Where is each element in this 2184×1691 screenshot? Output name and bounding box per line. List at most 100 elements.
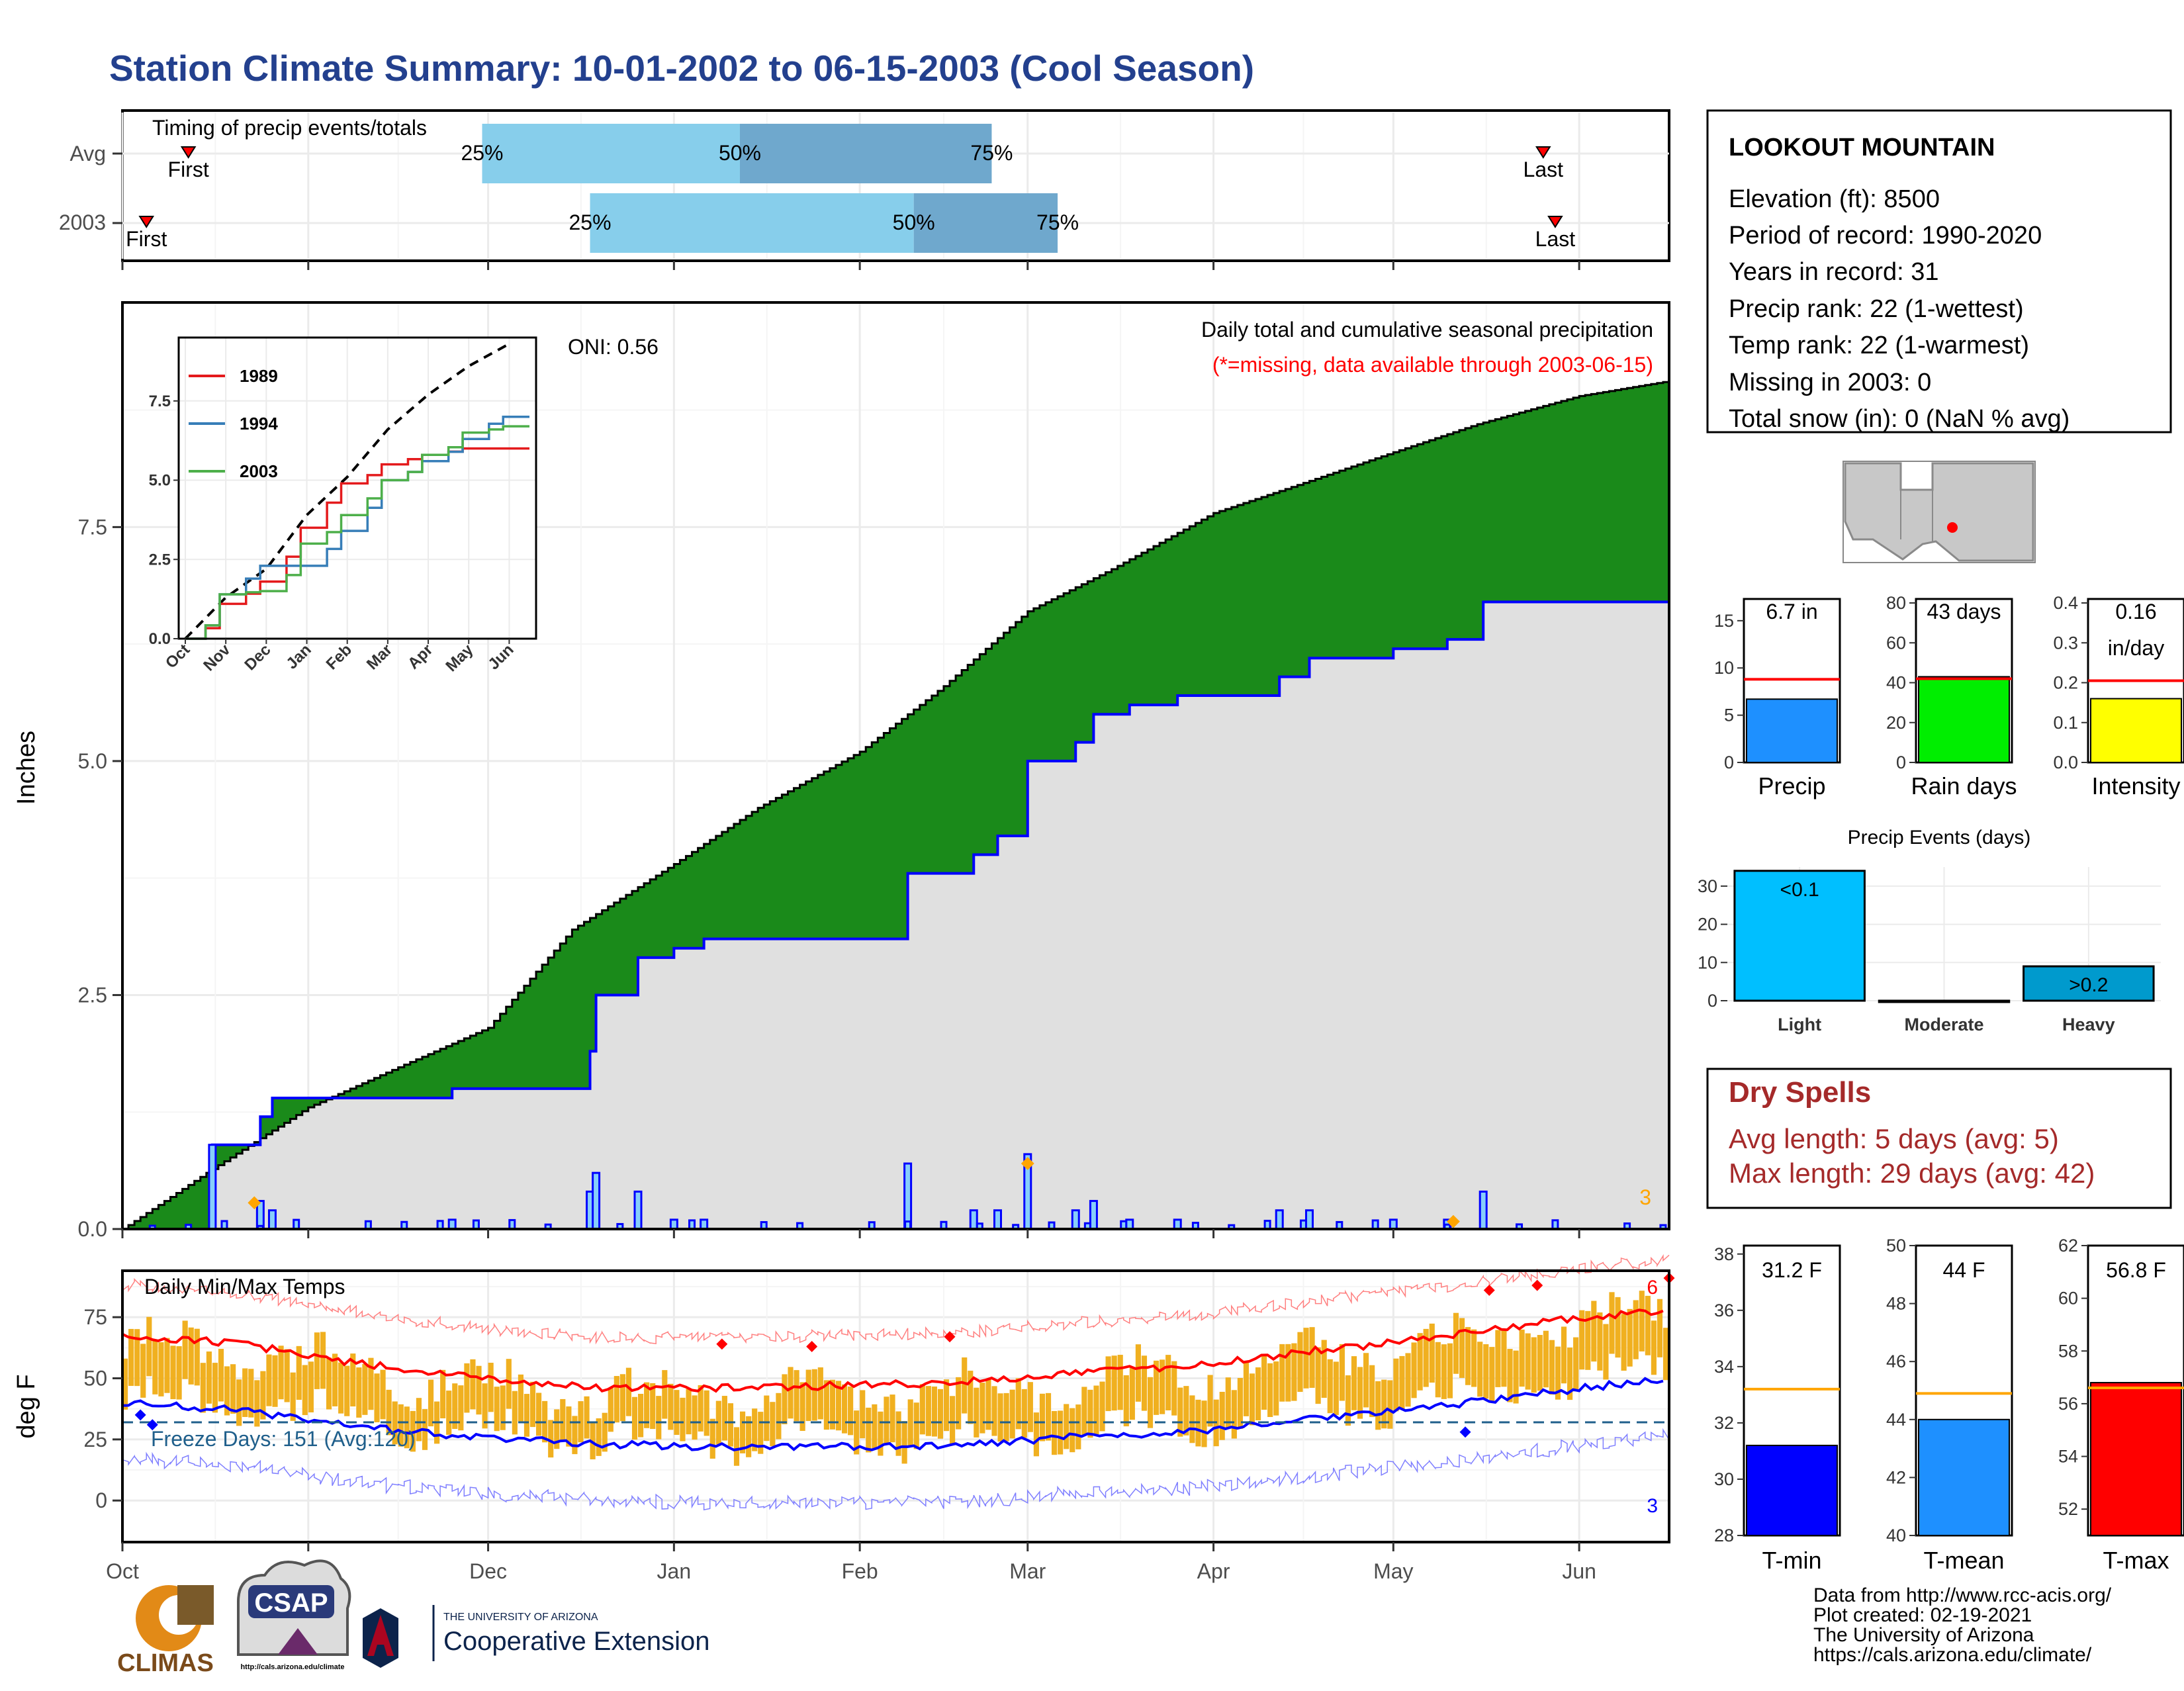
daily-temp-bar: [572, 1416, 578, 1455]
daily-temp-bar: [428, 1379, 434, 1427]
daily-temp-bar: [1579, 1310, 1585, 1370]
daily-temp-bar: [464, 1363, 470, 1413]
daily-temp-bar: [392, 1401, 398, 1445]
timing-label-first: First: [168, 158, 209, 181]
daily-temp-bar: [758, 1412, 764, 1454]
record-high-count: 6: [1647, 1277, 1658, 1299]
record-low-marker: [1459, 1426, 1471, 1438]
daily-temp-bar: [1411, 1342, 1417, 1398]
station-name: LOOKOUT MOUNTAIN: [1729, 134, 1995, 161]
csap-mountain-icon: [278, 1628, 318, 1655]
temp-bar-tick-label: 38: [1714, 1244, 1734, 1264]
daily-temp-bar: [224, 1366, 230, 1416]
observed-cumulative-area: [122, 602, 1669, 1229]
daily-temp-bar: [344, 1365, 350, 1416]
dry-spells-frame: [1706, 1068, 2172, 1209]
daily-temp-bar: [1662, 1328, 1669, 1381]
daily-temp-bar: [1309, 1327, 1315, 1388]
daily-temp-bar: [1555, 1346, 1561, 1400]
daily-temp-bar: [1381, 1379, 1387, 1429]
station-years: Years in record: 31: [1729, 258, 1939, 286]
daily-temp-bar: [1447, 1343, 1453, 1398]
events-tick-label: 30: [1698, 876, 1717, 896]
daily-temp-bar: [770, 1402, 776, 1447]
daily-temp-bar: [709, 1418, 715, 1459]
daily-temp-bar: [1549, 1340, 1555, 1395]
daily-temp-bar: [548, 1420, 554, 1458]
daily-temp-bar: [704, 1390, 709, 1436]
daily-temp-bar: [854, 1410, 860, 1455]
daily-precip-bar: [508, 1218, 516, 1230]
daily-precip-bar: [1089, 1200, 1098, 1230]
footer-url: https://cals.arizona.edu/climate/: [1813, 1644, 2092, 1666]
daily-temp-bar: [715, 1400, 721, 1445]
daily-temp-bar: [1339, 1344, 1345, 1401]
daily-temp-bar: [794, 1370, 799, 1422]
small-bar-tick-label: 60: [1886, 633, 1906, 653]
daily-temp-bar: [230, 1364, 236, 1414]
station-info-box: LOOKOUT MOUNTAIN Elevation (ft): 8500 Pe…: [1706, 109, 2172, 434]
daily-temp-bar: [1177, 1387, 1183, 1437]
daily-temp-bar: [907, 1399, 913, 1447]
daily-temp-bar: [158, 1342, 164, 1396]
daily-temp-bar: [1363, 1353, 1369, 1408]
small-bar-rain-days: [1918, 676, 2010, 763]
daily-temp-bar: [1279, 1344, 1285, 1402]
timing-label-50: 50%: [719, 141, 761, 165]
daily-temp-bar: [1321, 1340, 1327, 1398]
daily-temp-bar: [1453, 1312, 1459, 1374]
timing-bar-25-50: [482, 124, 740, 183]
daily-temp-bar: [674, 1390, 680, 1435]
precip-ylabel: Inches: [13, 731, 40, 805]
state-shape: [1844, 462, 2034, 562]
daily-temp-bar: [656, 1396, 662, 1440]
season-temp-bars: 28 30 32 34 36 38 31.2 F T-min 40 42 44 46 48 50 44 F T…: [1714, 1236, 2184, 1574]
timing-label-last: Last: [1524, 158, 1564, 181]
daily-temp-bar: [872, 1404, 878, 1450]
daily-temp-bar: [176, 1346, 182, 1400]
daily-temp-bar: [614, 1376, 619, 1423]
daily-temp-bar: [1573, 1337, 1579, 1392]
record-low-count: 3: [1647, 1495, 1658, 1517]
daily-temp-bar: [1249, 1373, 1255, 1426]
daily-temp-bar: [1069, 1408, 1075, 1453]
small-bar-label: Rain days: [1911, 772, 2017, 800]
daily-temp-bar: [811, 1369, 817, 1421]
daily-temp-bar: [1477, 1342, 1483, 1397]
daily-temp-bar: [956, 1377, 962, 1430]
daily-temp-bar: [866, 1407, 872, 1453]
temp-bar-tick-label: 46: [1886, 1351, 1906, 1371]
events-tick-label: 0: [1707, 991, 1717, 1011]
daily-temp-bar: [596, 1418, 602, 1456]
daily-temp-bar: [506, 1359, 512, 1409]
temp-bar-label: T-mean: [1923, 1547, 2004, 1574]
timing-bar-50-75: [739, 124, 992, 183]
daily-temp-bar: [470, 1359, 476, 1410]
daily-temp-bar: [500, 1385, 506, 1430]
precip-corner-count: 3: [1639, 1185, 1651, 1209]
station-total-snow: Total snow (in): 0 (NaN % avg): [1729, 405, 2070, 433]
events-bar-heavy: [2023, 965, 2155, 1002]
avg-cumulative-line: [122, 381, 1669, 1230]
small-bar-tick-label: 0.3: [2053, 633, 2078, 653]
inset-legend-label: 2003: [240, 461, 278, 481]
daily-temp-bar: [1099, 1381, 1105, 1432]
daily-temp-bar: [398, 1404, 404, 1447]
inset-line-2003: [185, 425, 529, 640]
precip-panel-frame: [121, 301, 1670, 1230]
csap-logo-text: CSAP: [254, 1588, 328, 1618]
inset-line-avg: [184, 342, 510, 640]
temp-bar-t-min: [1746, 1444, 1838, 1537]
events-bar-value: >0.2: [2069, 974, 2108, 996]
inset-frame: [177, 336, 537, 640]
record-daily-precip-marker: [1021, 1157, 1034, 1170]
daily-temp-bar: [1003, 1393, 1009, 1441]
daily-temp-bar: [1501, 1329, 1507, 1387]
ua-logo: THE UNIVERSITY OF ARIZONA Cooperative Ex…: [363, 1605, 709, 1668]
small-bar-tick-label: 0.0: [2053, 753, 2078, 772]
daily-temp-bar: [1075, 1404, 1081, 1449]
daily-temp-bar: [727, 1403, 734, 1447]
climas-logo-mark: [177, 1585, 214, 1625]
temp-bar-tick-label: 36: [1714, 1301, 1734, 1320]
daily-precip-bar: [1479, 1190, 1488, 1230]
